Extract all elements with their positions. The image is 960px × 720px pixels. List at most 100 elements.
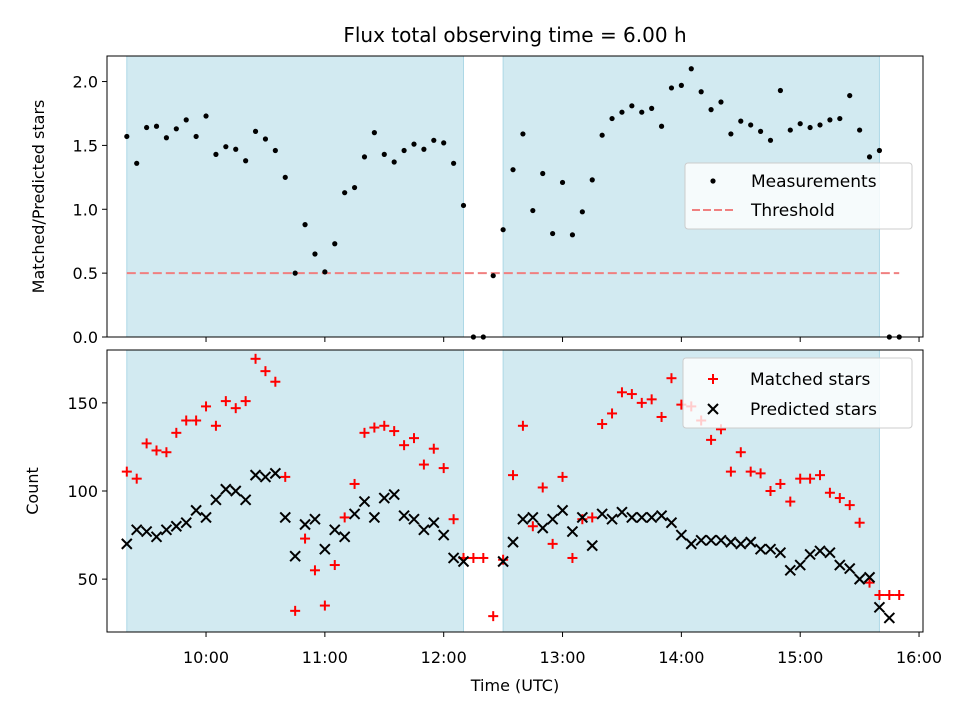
matched-point-78	[894, 589, 905, 600]
measurement-point-30	[421, 146, 427, 152]
matched-point-9	[210, 420, 221, 431]
predicted-point-33	[447, 552, 460, 564]
matched-point-2	[141, 438, 152, 449]
matched-point-29	[408, 433, 419, 444]
matched-point-51	[626, 389, 637, 400]
predicted-point-51-b	[655, 509, 668, 522]
predicted-point-31	[428, 517, 440, 529]
predicted-point-53-b	[675, 529, 688, 541]
predicted-point-35	[497, 555, 509, 568]
measurement-point-41	[530, 207, 536, 214]
top-legend-box	[684, 162, 913, 230]
predicted-point-12	[239, 494, 252, 506]
predicted-point-74-b	[883, 612, 896, 624]
predicted-point-69-b	[834, 559, 846, 571]
matched-point-52	[636, 397, 647, 408]
top-y-tick-label-4: 2.0	[73, 73, 98, 92]
measurement-point-2	[144, 124, 150, 131]
predicted-point-23	[348, 508, 361, 520]
matched-point-45	[567, 552, 578, 563]
matched-point-62	[735, 447, 746, 458]
predicted-point-13-b	[249, 469, 262, 481]
predicted-point-16-b	[279, 511, 291, 524]
legend-cross	[707, 403, 719, 415]
measurement-point-64	[757, 128, 764, 134]
predicted-point-49-b	[636, 511, 648, 524]
predicted-point-73	[873, 601, 886, 614]
measurement-point-23	[351, 184, 358, 191]
predicted-point-6-b	[180, 517, 192, 529]
measurement-point-46	[579, 209, 585, 215]
bottom-x-tick-label-0: 10:00	[183, 648, 229, 667]
predicted-point-32	[437, 529, 450, 541]
predicted-point-27	[388, 488, 400, 501]
top-plot-frame	[106, 55, 924, 338]
predicted-point-50-b	[645, 511, 658, 524]
predicted-point-59	[735, 538, 747, 550]
predicted-point-15-b	[269, 467, 282, 480]
matched-point-48	[597, 419, 608, 430]
bottom-y-axis-label: Count	[23, 467, 42, 515]
predicted-point-21-b	[329, 524, 341, 536]
legend-marker-matched	[708, 374, 718, 384]
legend-label-measurements: Measurements	[751, 172, 877, 192]
predicted-point-0	[121, 538, 133, 550]
predicted-point-60-b	[744, 536, 757, 548]
predicted-point-3-b	[150, 531, 163, 543]
measurement-point-20	[322, 269, 328, 275]
legend-label-threshold: Threshold	[750, 201, 835, 221]
predicted-point-0-b	[121, 538, 133, 550]
measurement-point-37	[490, 273, 496, 279]
measurement-point-65	[767, 137, 774, 143]
predicted-point-67	[814, 545, 826, 557]
predicted-point-51	[655, 509, 668, 522]
predicted-point-34	[457, 555, 470, 568]
predicted-point-8	[200, 511, 212, 524]
predicted-point-64	[784, 564, 797, 577]
top-legend: Measurements Threshold	[684, 162, 913, 230]
predicted-point-37	[517, 513, 529, 525]
predicted-point-48	[626, 511, 638, 524]
measurement-point-42	[540, 170, 546, 177]
predicted-point-69	[834, 559, 846, 571]
matched-point-24	[359, 427, 370, 438]
predicted-point-36	[507, 536, 519, 548]
matched-point-28	[399, 440, 410, 451]
measurement-point-63	[748, 122, 754, 128]
bottom-shaded-range-0	[126, 349, 465, 633]
predicted-point-2	[140, 525, 153, 538]
legend-marker-predicted	[707, 403, 719, 415]
matched-point-73	[844, 500, 855, 511]
matched-point-61	[725, 466, 736, 477]
measurement-point-38	[500, 227, 506, 233]
predicted-point-18-b	[299, 518, 311, 531]
bottom-x-tick-label-6: 16:00	[896, 648, 942, 667]
matched-point-21	[329, 560, 340, 571]
predicted-point-18	[299, 518, 311, 531]
matched-point-40	[517, 420, 528, 431]
measurement-point-75	[866, 154, 873, 160]
predicted-point-33-b	[447, 552, 460, 564]
predicted-point-66-b	[804, 548, 816, 561]
matched-point-37	[488, 611, 499, 622]
predicted-point-26-b	[378, 492, 390, 504]
measurement-point-67	[787, 127, 793, 133]
predicted-point-12-b	[239, 494, 252, 506]
matched-point-44	[557, 471, 568, 482]
matched-point-38	[498, 554, 509, 565]
matched-stars-points	[121, 353, 905, 622]
predicted-point-16	[279, 511, 291, 524]
predicted-point-29	[408, 513, 420, 525]
predicted-point-43	[576, 511, 589, 524]
measurement-point-28	[401, 147, 407, 154]
measurement-point-19	[312, 251, 318, 257]
predicted-point-24	[358, 495, 371, 508]
measurement-point-14	[262, 136, 269, 142]
predicted-point-38	[527, 511, 539, 524]
predicted-point-41-b	[556, 504, 569, 517]
predicted-point-71-b	[853, 573, 866, 585]
matched-point-77	[884, 589, 895, 600]
measurement-point-51	[629, 103, 635, 109]
predicted-point-42	[566, 525, 579, 538]
